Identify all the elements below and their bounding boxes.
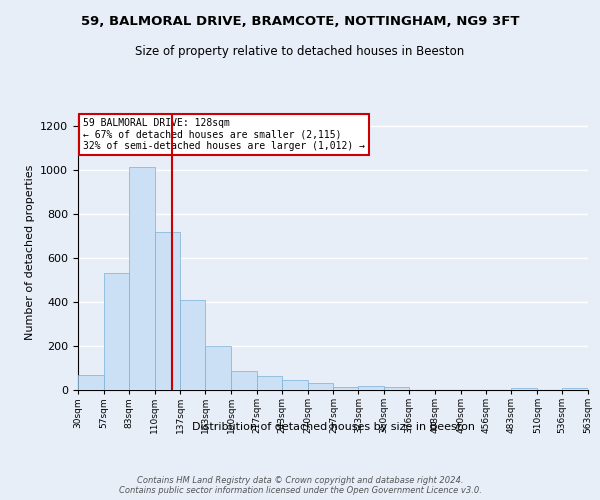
Bar <box>282 380 308 390</box>
Bar <box>384 386 409 390</box>
Bar <box>334 386 358 390</box>
Text: Size of property relative to detached houses in Beeston: Size of property relative to detached ho… <box>136 45 464 58</box>
Bar <box>181 300 205 390</box>
Bar <box>308 383 334 390</box>
Bar <box>78 376 104 390</box>
Bar <box>511 388 537 390</box>
Bar <box>562 388 588 390</box>
Text: Distribution of detached houses by size in Beeston: Distribution of detached houses by size … <box>191 422 475 432</box>
Text: 59 BALMORAL DRIVE: 128sqm
← 67% of detached houses are smaller (2,115)
32% of se: 59 BALMORAL DRIVE: 128sqm ← 67% of detac… <box>83 118 365 151</box>
Bar <box>155 232 181 390</box>
Y-axis label: Number of detached properties: Number of detached properties <box>25 165 35 340</box>
Bar <box>358 386 384 390</box>
Bar <box>104 274 129 390</box>
Bar <box>129 168 155 390</box>
Bar <box>205 346 231 390</box>
Text: Contains HM Land Registry data © Crown copyright and database right 2024.
Contai: Contains HM Land Registry data © Crown c… <box>119 476 481 495</box>
Text: 59, BALMORAL DRIVE, BRAMCOTE, NOTTINGHAM, NG9 3FT: 59, BALMORAL DRIVE, BRAMCOTE, NOTTINGHAM… <box>81 15 519 28</box>
Bar <box>231 372 257 390</box>
Bar <box>257 376 282 390</box>
